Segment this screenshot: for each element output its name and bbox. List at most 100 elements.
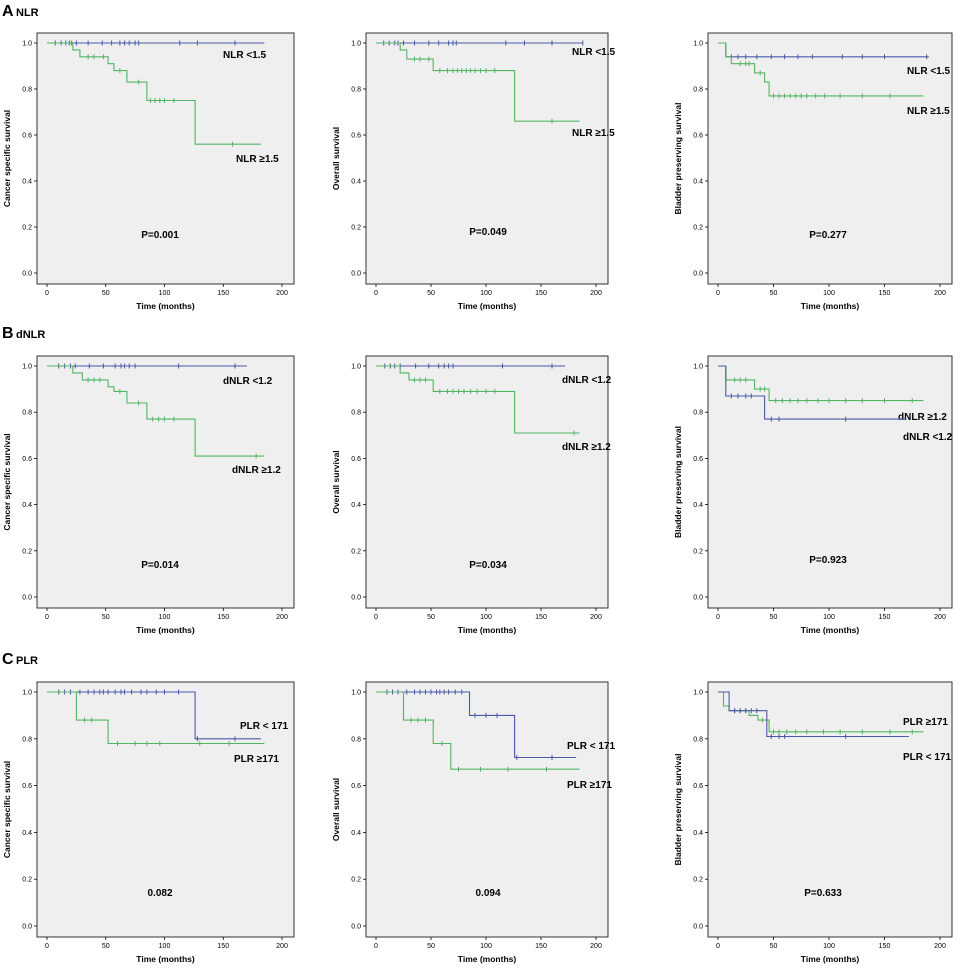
y-tick-label: 1.0 bbox=[351, 690, 361, 697]
y-tick-label: 0.2 bbox=[351, 877, 361, 884]
y-tick-label: 0.2 bbox=[693, 548, 703, 555]
series-label: PLR < 171 bbox=[240, 721, 289, 732]
y-tick-label: 0.4 bbox=[693, 502, 703, 509]
x-tick-label: 150 bbox=[217, 614, 229, 621]
km-panel-c1: 0 50 100 150 200 0.0 0.2 0.4 0.6 0.8 1.0 Time (mont… bbox=[2, 681, 295, 964]
y-tick-label: 0.0 bbox=[693, 924, 703, 931]
y-tick-label: 0.8 bbox=[22, 736, 32, 743]
x-tick-label: 100 bbox=[480, 943, 492, 950]
y-tick-label: 0.2 bbox=[22, 877, 32, 884]
series-label: PLR < 171 bbox=[567, 741, 616, 752]
x-tick-label: 150 bbox=[879, 614, 891, 621]
x-axis-title: Time (months) bbox=[136, 625, 195, 635]
x-tick-label: 0 bbox=[374, 614, 378, 621]
x-axis-title: Time (months) bbox=[458, 954, 517, 964]
plot-area bbox=[707, 32, 953, 285]
y-tick-label: 0.8 bbox=[351, 87, 361, 94]
y-tick-label: 0.0 bbox=[22, 595, 32, 602]
y-tick-label: 0.4 bbox=[22, 179, 32, 186]
km-curve-green bbox=[47, 691, 265, 745]
y-tick-label: 0.0 bbox=[22, 924, 32, 931]
x-axis-title: Time (months) bbox=[136, 954, 195, 964]
x-tick-label: 200 bbox=[590, 943, 602, 950]
x-tick-label: 50 bbox=[770, 290, 778, 297]
y-tick-label: 0.6 bbox=[351, 783, 361, 790]
p-value: 0.094 bbox=[475, 888, 500, 899]
x-tick-label: 100 bbox=[823, 290, 835, 297]
y-axis-title: Overall survival bbox=[331, 450, 341, 513]
p-value: P=0.014 bbox=[141, 560, 179, 571]
x-tick-label: 0 bbox=[374, 943, 378, 950]
series-label: dNLR <1.2 bbox=[903, 432, 953, 443]
x-tick-label: 100 bbox=[823, 614, 835, 621]
series-label: NLR <1.5 bbox=[572, 47, 616, 58]
x-tick-label: 50 bbox=[427, 290, 435, 297]
y-tick-label: 1.0 bbox=[22, 41, 32, 48]
series-label: dNLR <1.2 bbox=[562, 375, 612, 386]
p-value: P=0.923 bbox=[809, 555, 847, 566]
y-tick-label: 1.0 bbox=[22, 364, 32, 371]
p-value: P=0.049 bbox=[469, 227, 507, 238]
x-tick-label: 50 bbox=[770, 614, 778, 621]
km-curve-green bbox=[376, 365, 580, 434]
y-tick-label: 0.6 bbox=[22, 783, 32, 790]
plot-area bbox=[365, 32, 609, 285]
x-tick-label: 50 bbox=[427, 614, 435, 621]
x-axis-title: Time (months) bbox=[136, 301, 195, 311]
plot-area bbox=[36, 681, 295, 938]
y-tick-label: 0.8 bbox=[22, 87, 32, 94]
y-tick-label: 1.0 bbox=[22, 690, 32, 697]
y-tick-label: 0.4 bbox=[693, 830, 703, 837]
km-curve-green bbox=[718, 42, 924, 97]
x-tick-label: 0 bbox=[45, 943, 49, 950]
plot-area bbox=[36, 355, 295, 609]
km-curve-green bbox=[718, 691, 924, 733]
x-tick-label: 200 bbox=[590, 614, 602, 621]
y-tick-label: 0.6 bbox=[693, 783, 703, 790]
x-tick-label: 0 bbox=[45, 290, 49, 297]
km-panel-a3: 0 50 100 150 200 0.0 0.2 0.4 0.6 0.8 1.0 Time (mont… bbox=[673, 32, 953, 311]
y-tick-label: 0.8 bbox=[351, 410, 361, 417]
y-tick-label: 0.0 bbox=[22, 271, 32, 278]
y-tick-label: 0.8 bbox=[693, 410, 703, 417]
section-name-a: NLR bbox=[16, 7, 39, 19]
series-label: NLR ≥1.5 bbox=[572, 128, 615, 139]
series-label: dNLR ≥1.2 bbox=[232, 465, 281, 476]
series-label: PLR ≥171 bbox=[567, 780, 612, 791]
series-label: NLR <1.5 bbox=[907, 66, 951, 77]
y-tick-label: 0.6 bbox=[351, 456, 361, 463]
x-axis-title: Time (months) bbox=[801, 954, 860, 964]
y-tick-label: 0.2 bbox=[22, 548, 32, 555]
p-value: P=0.277 bbox=[809, 230, 847, 241]
x-tick-label: 150 bbox=[217, 943, 229, 950]
x-axis-title: Time (months) bbox=[801, 301, 860, 311]
y-tick-label: 0.0 bbox=[351, 271, 361, 278]
p-value: P=0.633 bbox=[804, 888, 842, 899]
y-tick-label: 0.0 bbox=[693, 595, 703, 602]
x-tick-label: 0 bbox=[45, 614, 49, 621]
section-name-c: PLR bbox=[16, 655, 38, 667]
km-curve-green bbox=[47, 365, 265, 457]
p-value: P=0.001 bbox=[141, 230, 179, 241]
y-tick-label: 0.4 bbox=[693, 179, 703, 186]
x-tick-label: 50 bbox=[102, 614, 110, 621]
x-tick-label: 200 bbox=[276, 290, 288, 297]
x-tick-label: 50 bbox=[770, 943, 778, 950]
y-tick-label: 0.2 bbox=[22, 225, 32, 232]
x-tick-label: 100 bbox=[159, 290, 171, 297]
y-axis-title: Cancer specific survival bbox=[2, 433, 12, 530]
km-curve-blue bbox=[718, 365, 907, 420]
plot-area bbox=[707, 355, 953, 609]
y-tick-label: 0.8 bbox=[693, 87, 703, 94]
x-tick-label: 200 bbox=[590, 290, 602, 297]
series-label: NLR ≥1.5 bbox=[236, 154, 279, 165]
x-tick-label: 0 bbox=[716, 943, 720, 950]
x-tick-label: 150 bbox=[879, 943, 891, 950]
km-curve-green bbox=[376, 691, 580, 770]
y-tick-label: 0.8 bbox=[693, 736, 703, 743]
series-label: dNLR ≥1.2 bbox=[562, 442, 611, 453]
x-tick-label: 100 bbox=[159, 614, 171, 621]
x-tick-label: 150 bbox=[879, 290, 891, 297]
y-tick-label: 0.8 bbox=[351, 736, 361, 743]
